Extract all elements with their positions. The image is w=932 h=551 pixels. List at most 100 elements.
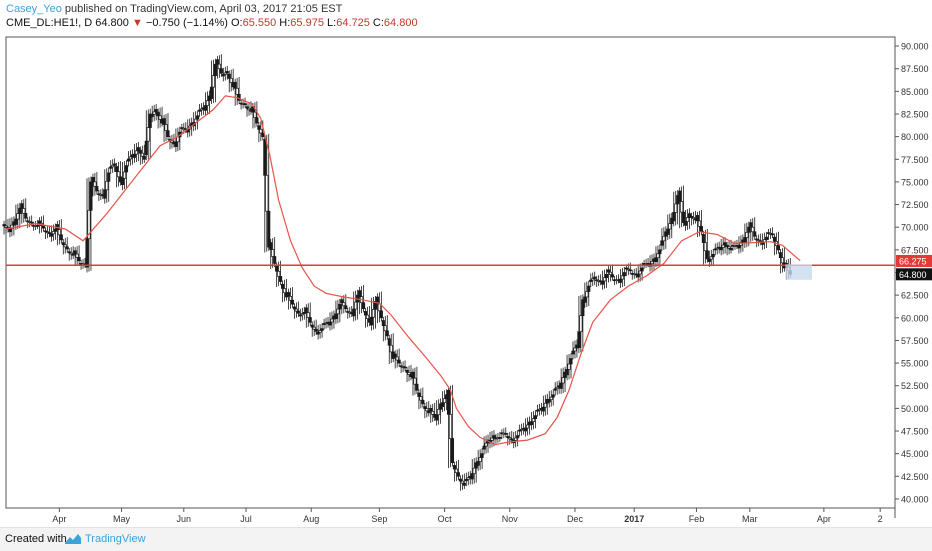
candle-body bbox=[36, 225, 40, 227]
candle-body bbox=[460, 480, 464, 484]
candle-body bbox=[132, 153, 136, 158]
x-tick-label: Aug bbox=[303, 514, 319, 524]
candle-body bbox=[516, 435, 520, 439]
candle-body bbox=[288, 296, 293, 301]
candle-body bbox=[59, 234, 63, 241]
candle-body bbox=[330, 318, 334, 323]
candle-body bbox=[705, 250, 709, 260]
candle-body bbox=[257, 125, 261, 130]
candle-body bbox=[603, 277, 607, 282]
candle-body bbox=[776, 245, 780, 251]
candle-body bbox=[213, 63, 217, 76]
candle-body bbox=[30, 221, 34, 224]
candle-body bbox=[555, 386, 559, 390]
candle-body bbox=[437, 408, 441, 416]
x-tick-label: Sep bbox=[371, 514, 387, 524]
candle-body bbox=[729, 247, 733, 251]
candle-body bbox=[61, 242, 65, 246]
candle-body bbox=[22, 208, 26, 214]
candle-body bbox=[711, 254, 715, 258]
x-tick-label: Feb bbox=[689, 514, 705, 524]
candle-body bbox=[387, 338, 391, 346]
candle-body bbox=[525, 424, 530, 429]
candle-body bbox=[577, 331, 581, 349]
candle-body bbox=[229, 78, 233, 83]
candle-body bbox=[561, 377, 565, 384]
candle-body bbox=[413, 377, 417, 385]
candle-body bbox=[573, 347, 577, 352]
candle-body bbox=[697, 220, 701, 227]
candle-body bbox=[624, 267, 628, 270]
candle-body bbox=[535, 409, 539, 412]
y-tick-label: 90.000 bbox=[901, 42, 929, 52]
candle-body bbox=[423, 406, 427, 410]
price-chart[interactable]: 40.000 42.500 45.000 47.500 50.000 52.500 55.0… bbox=[0, 0, 932, 527]
candle-body bbox=[277, 270, 281, 277]
candle-body bbox=[318, 330, 322, 333]
candle-body bbox=[464, 478, 468, 482]
y-tick-label: 42.500 bbox=[901, 472, 929, 482]
candle-body bbox=[383, 325, 387, 332]
candle-body bbox=[211, 75, 215, 88]
candle-body bbox=[158, 115, 162, 120]
candle-body bbox=[567, 363, 571, 370]
candle-body bbox=[152, 111, 156, 115]
candle-body bbox=[529, 421, 534, 426]
candle-body bbox=[205, 100, 210, 106]
created-with-label: Created with bbox=[5, 533, 67, 545]
candle-body bbox=[660, 240, 664, 246]
candle-body bbox=[547, 399, 551, 403]
candle-body bbox=[492, 435, 496, 439]
candle-body bbox=[275, 265, 279, 272]
ma-price-label: 66.275 bbox=[899, 256, 927, 266]
low-label: L: bbox=[327, 17, 337, 29]
candle-body bbox=[14, 218, 18, 225]
candle-body bbox=[328, 321, 332, 326]
x-tick-label: Oct bbox=[438, 514, 453, 524]
y-tick-label: 60.000 bbox=[901, 313, 929, 323]
candle-body bbox=[755, 238, 759, 241]
candle-body bbox=[310, 324, 314, 328]
candle-body bbox=[269, 242, 273, 250]
y-tick-label: 50.000 bbox=[901, 404, 929, 414]
candle-body bbox=[43, 230, 48, 233]
candle-body bbox=[695, 215, 699, 222]
candle-body bbox=[498, 437, 502, 439]
candle-body bbox=[389, 344, 393, 353]
candle-body bbox=[448, 414, 453, 439]
candle-body bbox=[304, 307, 308, 314]
candle-body bbox=[342, 302, 346, 307]
candle-body bbox=[237, 94, 241, 101]
candle-body bbox=[138, 149, 142, 154]
candle-body bbox=[541, 406, 545, 412]
candle-body bbox=[91, 177, 95, 183]
candle-body bbox=[395, 356, 399, 361]
candle-body bbox=[93, 181, 97, 187]
chart-header: Casey_Yeo published on TradingView.com, … bbox=[6, 2, 418, 32]
candle-body bbox=[45, 231, 50, 234]
candle-body bbox=[156, 111, 160, 117]
candle-body bbox=[381, 320, 385, 326]
candle-body bbox=[678, 190, 682, 202]
tradingview-brand-link[interactable]: TradingView bbox=[85, 533, 146, 545]
candle-body bbox=[484, 442, 488, 447]
candle-body bbox=[480, 453, 484, 458]
candle-body bbox=[478, 457, 482, 462]
candle-body bbox=[4, 225, 8, 228]
candle-body bbox=[117, 171, 121, 178]
candle-body bbox=[95, 186, 99, 192]
candle-body bbox=[751, 226, 755, 233]
candle-body bbox=[41, 225, 46, 229]
candle-body bbox=[650, 260, 654, 265]
x-tick-label: Nov bbox=[502, 514, 519, 524]
candle-body bbox=[699, 225, 703, 233]
candle-body bbox=[703, 242, 707, 252]
candle-body bbox=[122, 171, 127, 179]
candle-body bbox=[549, 396, 553, 400]
candle-body bbox=[462, 482, 466, 486]
candle-body bbox=[134, 150, 138, 155]
candle-body bbox=[261, 132, 265, 137]
candle-body bbox=[144, 140, 148, 156]
author-link[interactable]: Casey_Yeo bbox=[6, 3, 62, 15]
last-price-label-bg bbox=[896, 268, 932, 281]
